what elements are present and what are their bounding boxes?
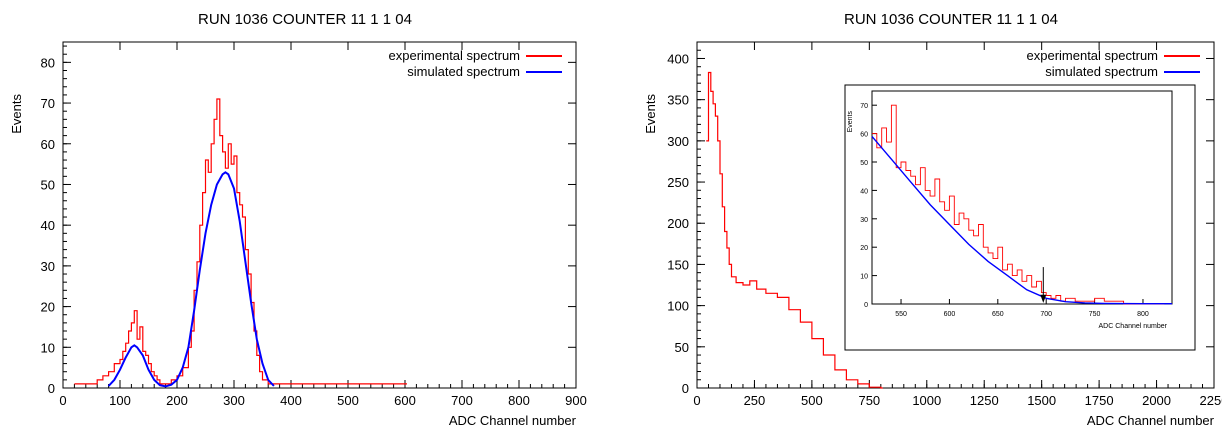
- x-tick-label: 300: [223, 393, 245, 408]
- y-tick-label: 60: [41, 137, 55, 152]
- inset-x-tick-label: 700: [1040, 311, 1052, 318]
- inset-y-tick-label: 60: [860, 132, 868, 139]
- y-axis-label: Events: [9, 94, 24, 134]
- left-panel: RUN 1036 COUNTER 11 1 1 040 100 200 300 400 5…: [9, 11, 587, 428]
- legend-label: simulated spectrum: [1045, 64, 1158, 79]
- inset-y-tick-label: 50: [860, 160, 868, 167]
- y-axis-label: Events: [643, 94, 658, 134]
- x-tick-label: 0: [59, 393, 66, 408]
- x-tick-label: 600: [394, 393, 416, 408]
- x-tick-label: 900: [565, 393, 587, 408]
- legend-label: experimental spectrum: [1027, 48, 1159, 63]
- y-tick-label: 80: [41, 55, 55, 70]
- series-experimental-line: [74, 98, 407, 385]
- legend-label: simulated spectrum: [407, 64, 520, 79]
- inset-y-tick-label: 20: [860, 245, 868, 252]
- series-simulated-line: [107, 171, 275, 388]
- x-tick-label: 500: [801, 393, 823, 408]
- x-tick-label: 400: [280, 393, 302, 408]
- x-tick-label: 800: [508, 393, 530, 408]
- series-experimental-line: [706, 71, 883, 389]
- threshold-marker-arrow: [1040, 294, 1047, 303]
- inset-plot: 550 600 650 700 750 800 0 10 20 30 40 50 60 70 ADC Cha…: [844, 84, 1196, 351]
- y-tick-label: 150: [667, 257, 689, 272]
- inset-x-tick-label: 750: [1089, 311, 1101, 318]
- plot-frame: [62, 41, 577, 389]
- y-tick-label: 10: [41, 340, 55, 355]
- x-tick-label: 1500: [1027, 393, 1056, 408]
- y-tick-label: 200: [667, 216, 689, 231]
- y-tick-label: 0: [682, 381, 689, 396]
- inset-y-tick-label: 10: [860, 274, 868, 281]
- x-axis-label: ADC Channel number: [449, 413, 577, 428]
- inset-y-tick-label: 70: [860, 103, 868, 110]
- y-tick-label: 20: [41, 300, 55, 315]
- x-tick-label: 0: [693, 393, 700, 408]
- inset-y-tick-label: 0: [864, 302, 868, 309]
- inset-x-tick-label: 550: [895, 311, 907, 318]
- x-tick-label: 2000: [1142, 393, 1171, 408]
- y-tick-label: 100: [667, 299, 689, 314]
- y-tick-label: 250: [667, 175, 689, 190]
- x-tick-label: 200: [166, 393, 188, 408]
- chart-title: RUN 1036 COUNTER 11 1 1 04: [198, 11, 412, 28]
- y-tick-label: 70: [41, 96, 55, 111]
- chart-title: RUN 1036 COUNTER 11 1 1 04: [844, 11, 1058, 28]
- x-tick-label: 250: [744, 393, 766, 408]
- x-axis-label: ADC Channel number: [1087, 413, 1215, 428]
- inset-series-simulated-line: [871, 135, 1172, 305]
- x-tick-label: 750: [858, 393, 880, 408]
- right-panel: RUN 1036 COUNTER 11 1 1 040 250 500 750 1000…: [643, 11, 1222, 428]
- x-tick-label: 700: [451, 393, 473, 408]
- inset-frame: [844, 84, 1196, 351]
- y-tick-label: 400: [667, 51, 689, 66]
- legend-label: experimental spectrum: [389, 48, 521, 63]
- x-tick-label: 500: [337, 393, 359, 408]
- y-tick-label: 0: [48, 381, 55, 396]
- inset-y-tick-label: 40: [860, 188, 868, 195]
- y-tick-label: 300: [667, 134, 689, 149]
- inset-axes: [871, 90, 1173, 305]
- x-tick-label: 1000: [912, 393, 941, 408]
- x-tick-label: 1750: [1085, 393, 1114, 408]
- inset-x-tick-label: 600: [944, 311, 956, 318]
- y-tick-label: 50: [675, 340, 689, 355]
- x-tick-label: 100: [109, 393, 131, 408]
- y-tick-label: 50: [41, 177, 55, 192]
- inset-y-axis-label: Events: [847, 111, 854, 133]
- inset-y-tick-label: 30: [860, 217, 868, 224]
- y-tick-label: 30: [41, 259, 55, 274]
- x-tick-label: 1250: [970, 393, 999, 408]
- inset-series-experimental-line: [872, 104, 1165, 305]
- inset-x-tick-label: 650: [992, 311, 1004, 318]
- inset-x-axis-label: ADC Channel number: [1099, 323, 1168, 330]
- y-tick-label: 350: [667, 93, 689, 108]
- y-tick-label: 40: [41, 218, 55, 233]
- inset-x-tick-label: 800: [1137, 311, 1149, 318]
